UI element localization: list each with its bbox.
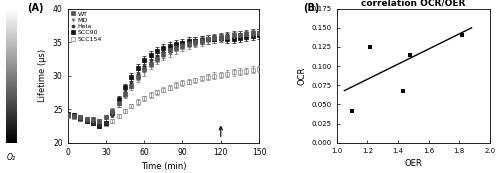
Point — [366, 45, 374, 48]
Point — [398, 89, 406, 92]
Text: (B): (B) — [303, 3, 320, 13]
X-axis label: Time (min): Time (min) — [140, 162, 186, 171]
Text: (A): (A) — [28, 3, 44, 13]
Y-axis label: Lifetime (μs): Lifetime (μs) — [38, 49, 48, 102]
Legend: WT, MD, Hela, SCC90, SCC154: WT, MD, Hela, SCC90, SCC154 — [70, 11, 102, 42]
Y-axis label: OCR: OCR — [297, 66, 306, 85]
X-axis label: OER: OER — [404, 159, 422, 168]
Text: O₂: O₂ — [7, 153, 16, 162]
Title: correlation OCR/OER: correlation OCR/OER — [361, 0, 466, 8]
Point — [348, 109, 356, 112]
Point — [406, 53, 414, 56]
Point — [458, 34, 466, 37]
